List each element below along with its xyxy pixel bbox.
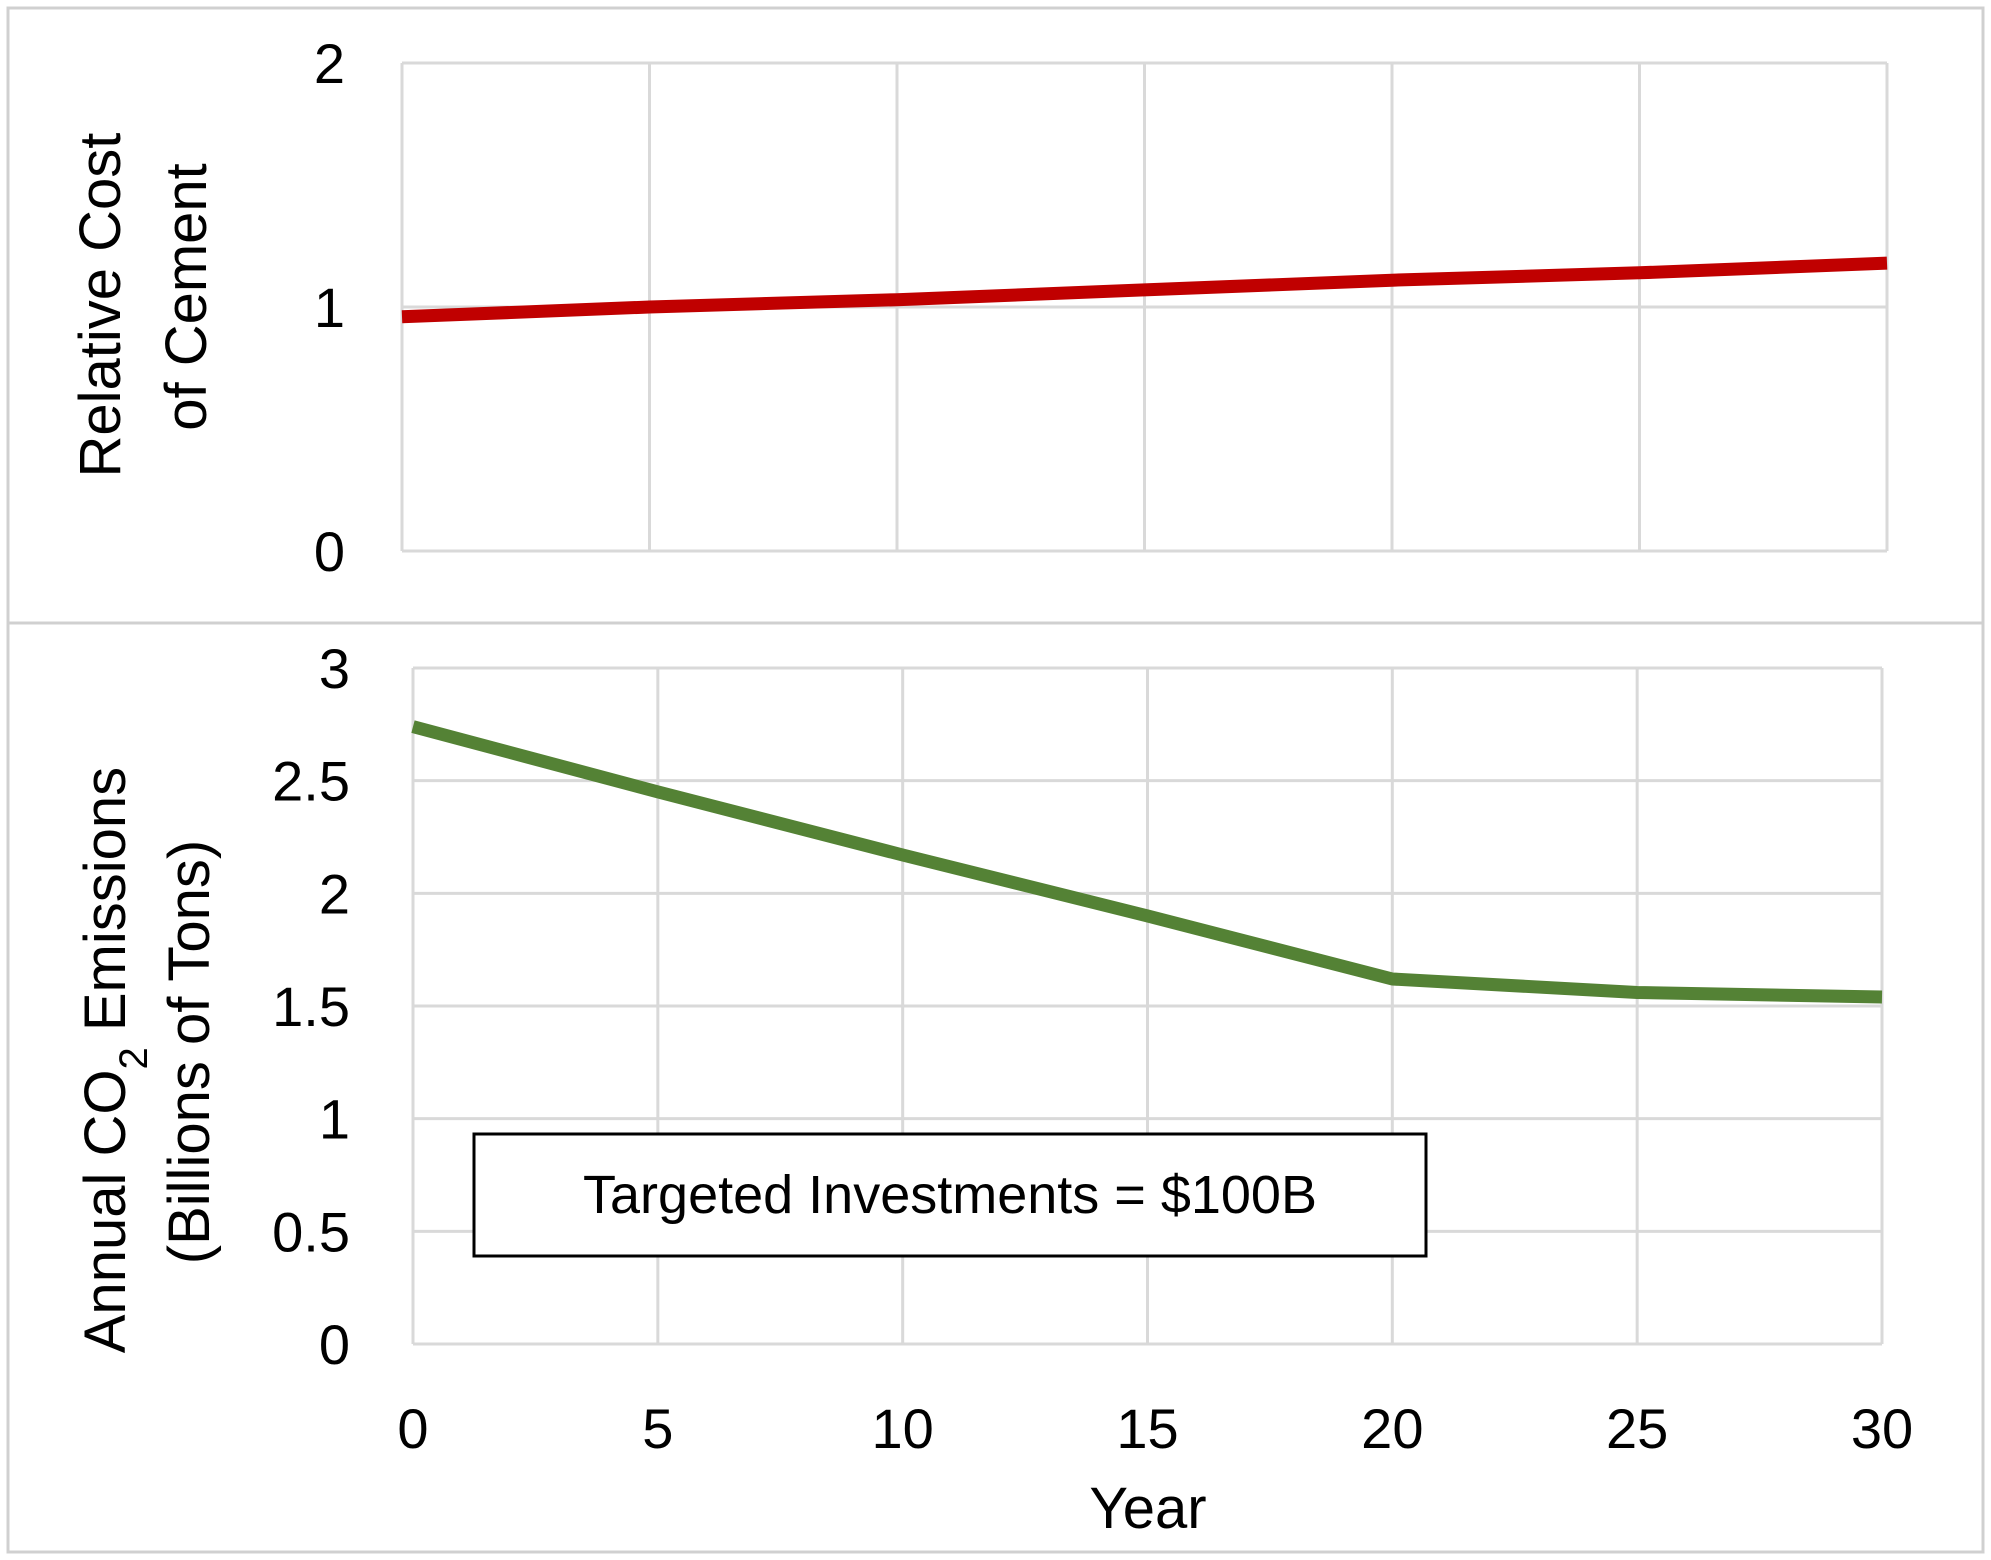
emissions-y-axis-title-line-1: Annual CO2 Emissions: [73, 767, 156, 1353]
emissions-x-tick-label: 20: [1361, 1397, 1423, 1460]
cost-series: [401, 256, 1888, 324]
emissions-y-tick-label: 2: [319, 862, 350, 925]
x-axis-title: Year: [1089, 1476, 1206, 1541]
cost-y-tick-labels: 0 1 2: [314, 32, 345, 583]
emissions-y-tick-label: 1: [319, 1088, 350, 1151]
emissions-y-axis-title: Annual CO2 Emissions (Billions of Tons): [73, 751, 222, 1354]
emissions-series: [411, 720, 1883, 1004]
annotation-text: Targeted Investments = $100B: [583, 1165, 1317, 1225]
emissions-x-tick-label: 30: [1851, 1397, 1913, 1460]
cost-y-axis-title: Relative Cost of Cement: [68, 116, 219, 477]
emissions-x-tick-label: 10: [872, 1397, 934, 1460]
emissions-y-tick-label: 0.5: [272, 1200, 350, 1263]
emissions-x-tick-label: 25: [1606, 1397, 1668, 1460]
emissions-y-axis-title-line-2: (Billions of Tons): [157, 840, 222, 1264]
emissions-y-tick-label: 3: [319, 637, 350, 700]
emissions-x-tick-label: 15: [1116, 1397, 1178, 1460]
cost-y-tick-label: 0: [314, 520, 345, 583]
cement-cost-chart: 0 1 2 Relative Cost of Cement: [68, 32, 1889, 583]
emissions-x-tick-label: 0: [397, 1397, 428, 1460]
emissions-y-tick-labels: 0 0.5 1 1.5 2 2.5 3: [272, 637, 350, 1376]
co2-emissions-chart: 0 0.5 1 1.5 2 2.5 3 0 5 10 15 20 25 30 Annual CO2 Em…: [73, 637, 1913, 1541]
cost-y-tick-label: 1: [314, 276, 345, 339]
cost-y-axis-title-line-1: Relative Cost: [68, 133, 133, 478]
cost-y-axis-title-line-2: of Cement: [154, 163, 219, 431]
cost-series-line: [401, 256, 1888, 324]
emissions-y-tick-label: 0: [319, 1313, 350, 1376]
emissions-series-line: [411, 720, 1883, 1004]
emissions-x-tick-label: 5: [642, 1397, 673, 1460]
emissions-x-tick-labels: 0 5 10 15 20 25 30: [397, 1397, 1913, 1460]
annotation-box: Targeted Investments = $100B: [472, 1132, 1428, 1258]
emissions-y-tick-label: 2.5: [272, 750, 350, 813]
emissions-y-tick-label: 1.5: [272, 975, 350, 1038]
cost-y-tick-label: 2: [314, 32, 345, 95]
